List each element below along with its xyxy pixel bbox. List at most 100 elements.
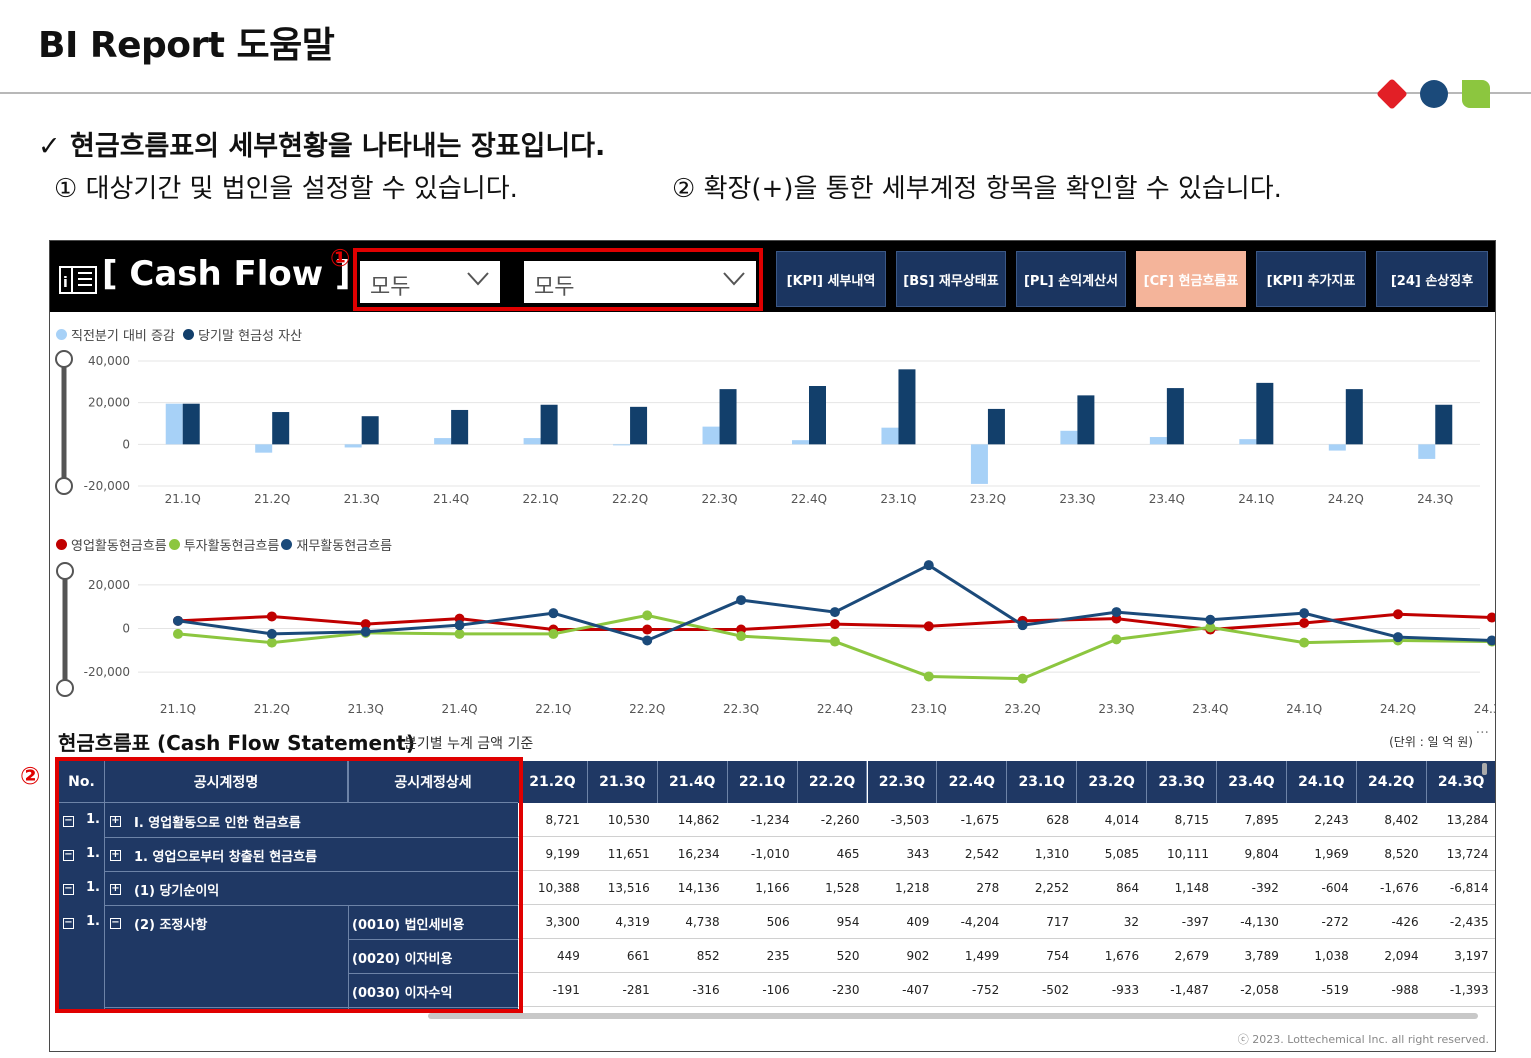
nav-kpi-extra-button[interactable]: [KPI] 추가지표 — [1256, 251, 1366, 307]
header-detail[interactable]: 공시계정상세 — [348, 761, 518, 803]
table-cell: -1,234 — [750, 813, 790, 827]
investing-cash-flow-point — [1111, 634, 1122, 645]
bar-cash — [898, 369, 916, 445]
financing-cash-flow-point — [1393, 632, 1403, 643]
callout-1: ① — [330, 244, 351, 272]
quarter-header[interactable]: 23.3Q — [1147, 761, 1217, 803]
quarter-header[interactable]: 21.4Q — [657, 761, 728, 803]
table-cell: 1,310 — [1034, 847, 1070, 861]
header-no[interactable]: No. — [58, 761, 105, 803]
nav-kpi-detail-button[interactable]: [KPI] 세부내역 — [776, 251, 886, 307]
financing-cash-flow-point — [642, 635, 653, 646]
bar-cash — [809, 386, 826, 445]
horizontal-scrollbar[interactable] — [428, 1013, 1478, 1019]
x-tick-label: 22.2Q — [612, 492, 648, 506]
quarter-header[interactable]: 22.3Q — [867, 761, 938, 803]
nav-cf-button[interactable]: [CF] 현금흐름표 — [1136, 251, 1246, 307]
slicer-highlight-box — [353, 248, 763, 311]
investing-cash-flow-point — [1205, 622, 1216, 633]
table-cell: 2,252 — [1034, 881, 1070, 895]
table-cell: -272 — [1321, 915, 1349, 929]
quarter-header[interactable]: 24.1Q — [1286, 761, 1357, 803]
zoom-slider-bottom-handle — [56, 679, 74, 697]
table-cell: 1,528 — [825, 881, 860, 895]
table-cell: 1,969 — [1314, 847, 1349, 861]
table-cell: -397 — [1181, 915, 1209, 929]
collapse-icon[interactable]: − — [63, 815, 74, 827]
table-cell: -2,058 — [1240, 983, 1279, 997]
x-tick-label: 23.4Q — [1149, 492, 1185, 506]
table-cell: 8,715 — [1174, 813, 1209, 827]
table-cell: 902 — [906, 949, 930, 963]
row-divider — [105, 1007, 518, 1008]
quarter-header[interactable]: 23.2Q — [1077, 761, 1148, 803]
expand-icon[interactable]: + — [110, 849, 121, 861]
slide-title: BI Report 도움말 — [38, 25, 335, 66]
table-cell: -1,393 — [1449, 983, 1489, 997]
x-tick-label: 23.1Q — [911, 702, 947, 716]
row-no: 1. — [86, 880, 100, 895]
account-name: (1) 당기순이익 — [134, 884, 220, 899]
table-cell: 852 — [696, 949, 720, 963]
more-options-icon[interactable]: ··· — [1475, 725, 1489, 741]
table-cell: -392 — [1251, 881, 1279, 895]
row-divider — [518, 972, 1495, 973]
y-tick-label: 20,000 — [88, 578, 130, 592]
period-slicer[interactable]: 모두 — [360, 261, 500, 303]
account-name: 1. 영업으로부터 창출된 현금흐름 — [134, 850, 318, 865]
collapse-icon[interactable]: − — [63, 917, 74, 929]
x-tick-label: 24.2Q — [1328, 492, 1364, 506]
operating-cash-flow-point — [1486, 612, 1495, 623]
bar-cash — [272, 412, 290, 445]
financing-cash-flow-point — [829, 607, 840, 618]
bar-change — [792, 440, 809, 445]
table-cell: -4,130 — [1240, 915, 1279, 929]
table-cell: -4,204 — [960, 915, 1000, 929]
table-cell: -2,260 — [820, 813, 860, 827]
legend-label-financing: 재무활동현금흐름 — [296, 539, 393, 554]
table-cell: -230 — [832, 983, 860, 997]
table-cell: 628 — [1046, 813, 1070, 827]
quarter-header[interactable]: 22.2Q — [797, 761, 868, 803]
nav-bs-button[interactable]: [BS] 재무상태표 — [896, 251, 1006, 307]
bar-cash — [1077, 395, 1095, 445]
quarter-header[interactable]: 21.3Q — [587, 761, 658, 803]
callout-2-label: ② — [20, 762, 41, 790]
table-cell: 10,388 — [537, 881, 580, 895]
entity-slicer[interactable]: 모두 — [524, 261, 756, 303]
collapse-icon[interactable]: − — [63, 849, 74, 861]
financing-cash-flow-point — [173, 615, 183, 626]
header-account[interactable]: 공시계정명 — [105, 761, 348, 803]
financing-cash-flow-point — [1111, 607, 1122, 618]
bar-change — [255, 444, 273, 453]
vertical-scrollbar[interactable] — [1482, 763, 1487, 775]
x-tick-label: 21.2Q — [254, 492, 290, 506]
entity-slicer-value: 모두 — [534, 275, 575, 300]
collapse-icon[interactable]: − — [63, 883, 74, 895]
row-no: 1. — [86, 914, 100, 929]
report-title: [ Cash Flow ] — [102, 254, 351, 294]
quarter-header[interactable]: 23.1Q — [1007, 761, 1078, 803]
quarter-header[interactable]: 22.4Q — [937, 761, 1008, 803]
table-cell: -988 — [1391, 983, 1419, 997]
collapse-icon[interactable]: − — [110, 917, 121, 929]
nav-pl-button[interactable]: [PL] 손익계산서 — [1016, 251, 1126, 307]
financing-cash-flow-point — [736, 595, 747, 606]
expand-icon[interactable]: + — [110, 883, 121, 895]
quarter-header[interactable]: 24.2Q — [1356, 761, 1427, 803]
x-tick-label: 23.3Q — [1098, 702, 1134, 716]
chevron-down-icon — [723, 272, 745, 286]
table-cell: -1,487 — [1170, 983, 1209, 997]
quarter-header[interactable]: 23.4Q — [1217, 761, 1287, 803]
table-cell: 4,738 — [685, 915, 720, 929]
operating-cash-flow-point — [642, 624, 653, 635]
bar-cash — [987, 408, 1005, 445]
expand-icon[interactable]: + — [110, 815, 121, 827]
quarter-header[interactable]: 22.1Q — [727, 761, 798, 803]
nav-impairment-button[interactable]: [24] 손상징후 — [1376, 251, 1488, 307]
legend-label-change: 직전분기 대비 증감 — [71, 329, 175, 344]
table-cell: 3,789 — [1244, 949, 1279, 963]
bar-chart-legend: 직전분기 대비 증감 당기말 현금성 자산 — [56, 325, 302, 344]
quarter-header[interactable]: 21.2Q — [518, 761, 588, 803]
x-tick-label: 24.3Q — [1417, 492, 1453, 506]
